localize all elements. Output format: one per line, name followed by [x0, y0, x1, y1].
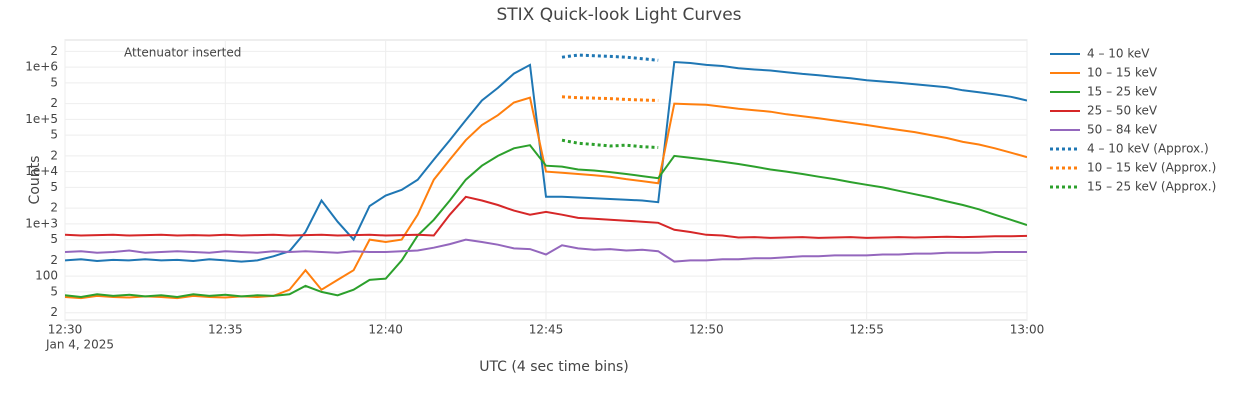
y-tick-label: 2: [50, 305, 58, 319]
legend-label: 15 – 25 keV (Approx.): [1087, 180, 1216, 194]
y-tick-label: 5: [50, 180, 58, 194]
y-tick-label: 1e+4: [25, 164, 58, 178]
legend-label: 10 – 15 keV: [1087, 66, 1158, 80]
y-tick-label: 2: [50, 253, 58, 267]
legend-label: 15 – 25 keV: [1087, 85, 1158, 99]
legend-label: 50 – 84 keV: [1087, 123, 1158, 137]
x-tick-label: 12:35: [208, 323, 243, 337]
series-line: [65, 238, 1027, 263]
x-tick-label: 12:45: [529, 323, 564, 337]
series-line: [561, 53, 659, 62]
series-line: [65, 60, 1027, 263]
x-tick-label: 12:30: [48, 323, 83, 337]
x-axis-label: UTC (4 sec time bins): [479, 359, 629, 375]
x-tick-label: 12:50: [689, 323, 724, 337]
series-line: [561, 138, 659, 149]
y-tick-label: 2: [50, 44, 58, 58]
x-tick-label: 13:00: [1010, 323, 1045, 337]
chart-title: STIX Quick-look Light Curves: [496, 5, 741, 25]
legend-label: 4 – 10 keV: [1087, 47, 1150, 61]
legend-label: 4 – 10 keV (Approx.): [1087, 142, 1209, 156]
y-tick-label: 2: [50, 148, 58, 162]
y-tick-label: 5: [50, 284, 58, 298]
y-tick-label: 1e+6: [25, 60, 58, 74]
annotation: Attenuator inserted: [124, 46, 241, 60]
y-tick-label: 2: [50, 96, 58, 110]
legend-label: 10 – 15 keV (Approx.): [1087, 161, 1216, 175]
y-tick-label: 5: [50, 128, 58, 142]
x-date-label: Jan 4, 2025: [45, 338, 114, 352]
series-line: [65, 144, 1027, 299]
series-line: [65, 195, 1027, 239]
x-tick-label: 12:40: [368, 323, 403, 337]
legend-label: 25 – 50 keV: [1087, 104, 1158, 118]
y-tick-label: 1e+5: [25, 112, 58, 126]
series-line: [65, 96, 1027, 300]
y-tick-label: 100: [35, 269, 58, 283]
y-tick-label: 1e+3: [25, 216, 58, 230]
series-line: [561, 95, 659, 102]
x-tick-label: 12:55: [849, 323, 884, 337]
y-tick-label: 5: [50, 75, 58, 89]
y-tick-label: 2: [50, 201, 58, 215]
y-tick-label: 5: [50, 232, 58, 246]
y-axis-label: Counts: [27, 156, 43, 205]
